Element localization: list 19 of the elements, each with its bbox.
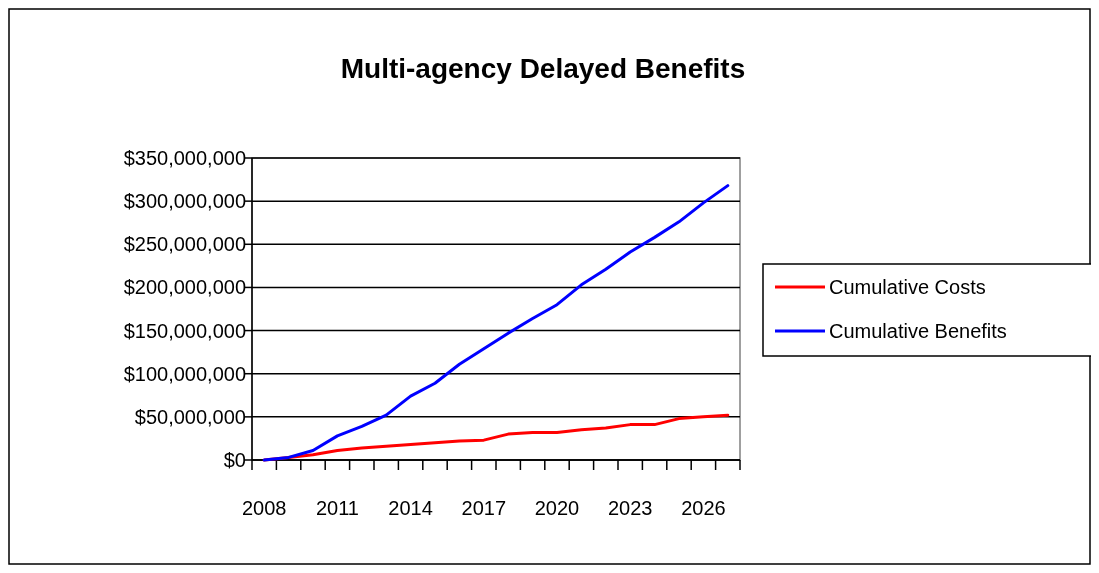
- legend-label: Cumulative Costs: [829, 276, 986, 298]
- x-tick-label: 2023: [607, 497, 653, 519]
- x-tick-label: 2008: [241, 497, 287, 519]
- x-tick-label: 2020: [534, 497, 580, 519]
- legend-label: Cumulative Benefits: [829, 320, 1007, 342]
- y-tick-label: $0: [223, 449, 246, 471]
- x-tick-label: 2026: [681, 497, 726, 519]
- y-tick-label: $100,000,000: [123, 362, 246, 385]
- x-tick-label: 2017: [461, 497, 507, 519]
- x-tick-label: 2014: [388, 497, 433, 519]
- line-series: [262, 184, 730, 462]
- y-tick-label: $50,000,000: [134, 405, 246, 428]
- x-tick-label: 2011: [315, 497, 359, 519]
- y-tick-label: $200,000,000: [123, 276, 246, 299]
- chart-title: Multi-agency Delayed Benefits: [340, 53, 746, 84]
- y-tick-label: $250,000,000: [123, 233, 246, 256]
- y-tick-label: $150,000,000: [123, 319, 246, 342]
- y-tick-label: $300,000,000: [123, 190, 246, 213]
- y-tick-label: $350,000,000: [123, 147, 246, 169]
